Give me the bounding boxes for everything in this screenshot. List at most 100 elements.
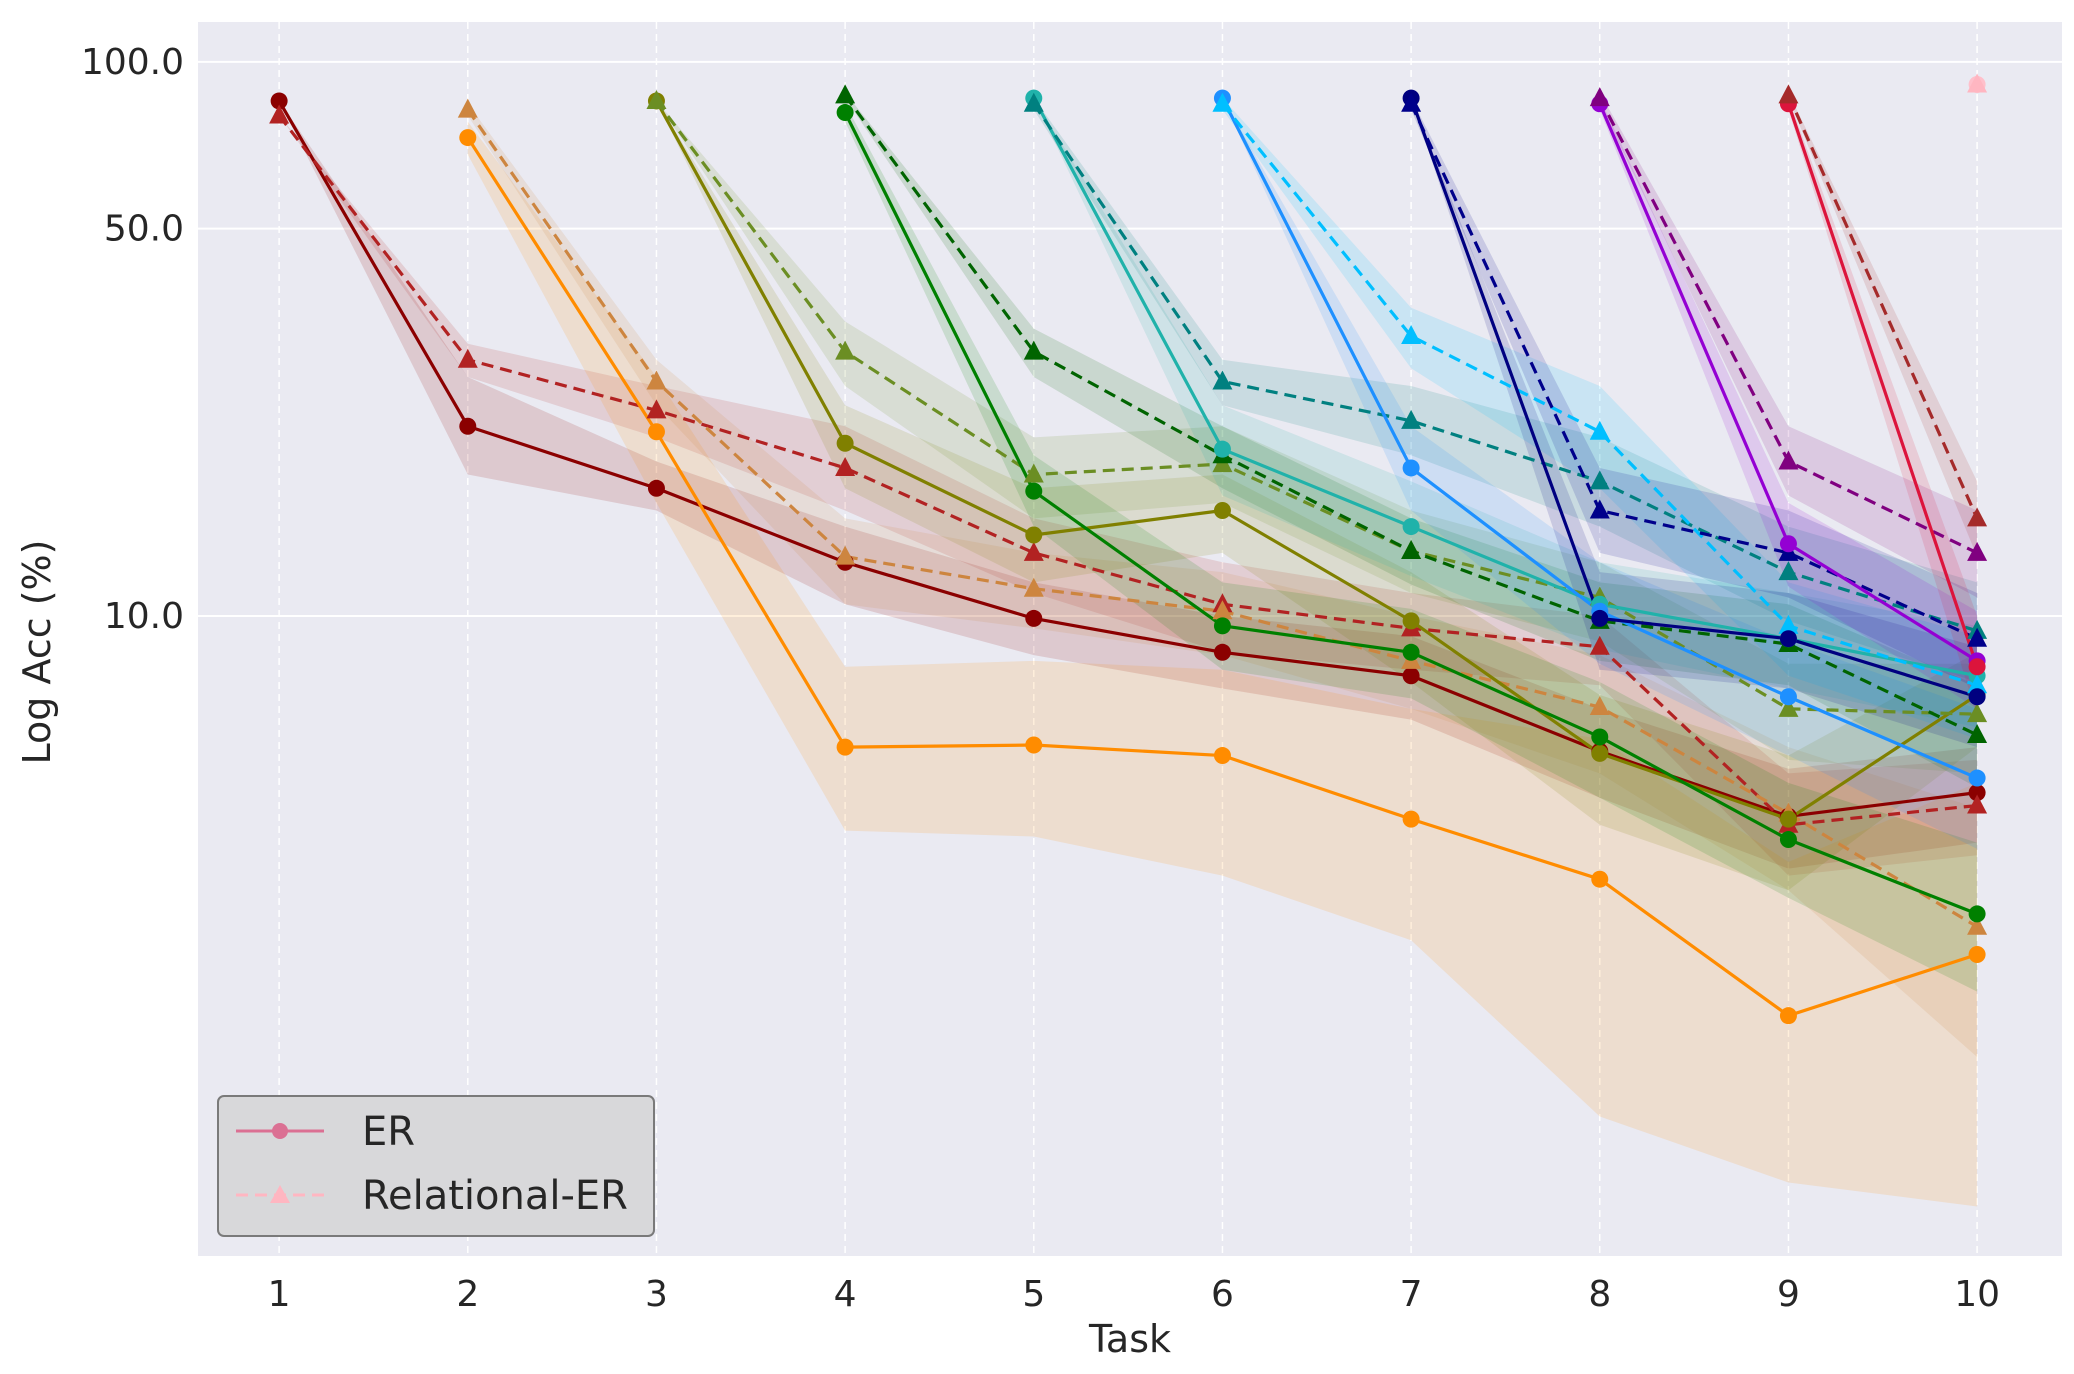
legend-er-label: ER xyxy=(362,1109,415,1155)
point-relational-er-task-7 xyxy=(1401,92,1422,112)
point-er-task-4 xyxy=(1968,905,1986,923)
point-er-task-2 xyxy=(1025,736,1043,754)
point-relational-er-task-6 xyxy=(1778,614,1799,634)
line-relational-er-task-9 xyxy=(1786,94,1979,520)
point-er-task-2 xyxy=(1402,810,1420,828)
point-er-task-2 xyxy=(1591,870,1609,888)
line-relational-er-task-3 xyxy=(655,99,1978,716)
point-er-task-1 xyxy=(1968,784,1986,802)
point-relational-er-task-8 xyxy=(1967,541,1988,561)
point-er-task-2 xyxy=(836,738,854,756)
point-er-task-4 xyxy=(1213,617,1231,635)
band-er-task-7 xyxy=(1411,98,1978,748)
line-er-task-7 xyxy=(1409,97,1978,699)
point-relational-er-task-6 xyxy=(1401,325,1422,345)
point-er-task-1 xyxy=(647,479,665,497)
line-er-task-5 xyxy=(1032,97,1978,678)
point-relational-er-task-1 xyxy=(646,399,667,419)
band-relational-er-task-5 xyxy=(1033,98,1978,683)
x-tick-label: 9 xyxy=(1777,1274,1800,1315)
point-relational-er-task-1 xyxy=(269,104,290,124)
point-relational-er-task-5 xyxy=(1589,470,1610,490)
x-tick-label: 4 xyxy=(834,1274,857,1315)
point-er-task-5 xyxy=(1402,518,1420,536)
x-tick-label: 1 xyxy=(268,1274,291,1315)
point-relational-er-task-5 xyxy=(1778,561,1799,581)
point-relational-er-task-5 xyxy=(1212,370,1233,390)
point-er-task-3 xyxy=(1779,810,1797,828)
point-relational-er-task-2 xyxy=(646,370,667,390)
point-er-task-5 xyxy=(1213,440,1231,458)
point-relational-er-task-2 xyxy=(1967,915,1988,935)
point-relational-er-task-2 xyxy=(457,98,478,118)
point-relational-er-task-1 xyxy=(1589,635,1610,655)
point-relational-er-task-8 xyxy=(1778,450,1799,470)
point-relational-er-task-5 xyxy=(1401,409,1422,429)
point-relational-er-task-4 xyxy=(835,84,856,104)
point-er-task-1 xyxy=(459,417,477,435)
line-relational-er-task-7 xyxy=(1409,103,1978,641)
point-er-task-1 xyxy=(270,92,288,110)
point-er-task-7 xyxy=(1968,688,1986,706)
point-relational-er-task-3 xyxy=(1023,463,1044,483)
band-relational-er-task-3 xyxy=(656,100,1978,774)
line-relational-er-task-1 xyxy=(277,114,1978,827)
band-relational-er-task-9 xyxy=(1788,92,1978,557)
point-relational-er-task-2 xyxy=(835,545,856,565)
point-relational-er-task-9 xyxy=(1967,507,1988,527)
point-relational-er-task-2 xyxy=(1023,577,1044,597)
point-relational-er-task-3 xyxy=(835,340,856,360)
point-er-task-2 xyxy=(1213,747,1231,765)
point-er-task-2 xyxy=(459,129,477,147)
point-er-task-4 xyxy=(836,104,854,122)
point-relational-er-task-1 xyxy=(835,456,856,476)
band-relational-er-task-8 xyxy=(1599,92,1978,598)
band-er-task-8 xyxy=(1599,98,1978,709)
point-relational-er-task-9 xyxy=(1778,84,1799,104)
band-relational-er-task-6 xyxy=(1222,98,1978,739)
point-er-task-7 xyxy=(1591,609,1609,627)
legend-relational-er-label: Relational-ER xyxy=(362,1173,628,1219)
x-tick-label: 8 xyxy=(1588,1274,1611,1315)
point-relational-er-task-4 xyxy=(1401,540,1422,560)
point-er-task-2 xyxy=(1968,945,1986,963)
x-tick-label: 10 xyxy=(1954,1274,2000,1315)
point-relational-er-task-7 xyxy=(1589,499,1610,519)
line-er-task-9 xyxy=(1786,103,1979,668)
band-relational-er-task-4 xyxy=(845,92,1978,788)
point-relational-er-task-5 xyxy=(1023,92,1044,112)
point-er-task-3 xyxy=(1213,502,1231,520)
y-axis-ticks: 10.0 50.0 100.0 xyxy=(81,42,184,637)
x-axis-ticks: 1 2 3 4 5 6 7 8 9 10 xyxy=(268,1274,2000,1315)
point-relational-er-task-1 xyxy=(1967,794,1988,814)
point-relational-er-task-2 xyxy=(1589,696,1610,716)
y-tick-label: 10.0 xyxy=(104,596,184,637)
point-relational-er-task-3 xyxy=(646,89,667,109)
legend: ER Relational-ER xyxy=(217,1095,655,1237)
legend-er-marker xyxy=(272,1123,288,1139)
point-er-task-3 xyxy=(836,434,854,452)
x-tick-label: 5 xyxy=(1022,1274,1045,1315)
point-relational-er-task-10 xyxy=(1967,73,1988,93)
line-relational-er-task-6 xyxy=(1221,102,1978,687)
band-er-task-1 xyxy=(279,100,1978,869)
point-relational-er-task-3 xyxy=(1967,703,1988,723)
point-er-task-4 xyxy=(1402,643,1420,661)
band-er-task-4 xyxy=(845,103,1978,992)
point-er-task-3 xyxy=(1025,526,1043,544)
point-er-task-6 xyxy=(1402,459,1420,477)
point-relational-er-task-1 xyxy=(457,348,478,368)
band-er-task-3 xyxy=(656,100,1978,891)
band-relational-er-task-1 xyxy=(279,115,1978,876)
y-axis-title: Log Acc (%) xyxy=(15,540,59,765)
point-relational-er-task-6 xyxy=(1212,92,1233,112)
point-relational-er-task-3 xyxy=(1778,697,1799,717)
x-tick-label: 2 xyxy=(456,1274,479,1315)
point-er-task-8 xyxy=(1779,535,1797,553)
band-relational-er-task-7 xyxy=(1411,98,1978,689)
band-er-task-5 xyxy=(1033,98,1978,728)
line-er-task-1 xyxy=(277,100,1978,818)
point-er-task-6 xyxy=(1779,688,1797,706)
confidence-bands xyxy=(279,92,1978,1207)
